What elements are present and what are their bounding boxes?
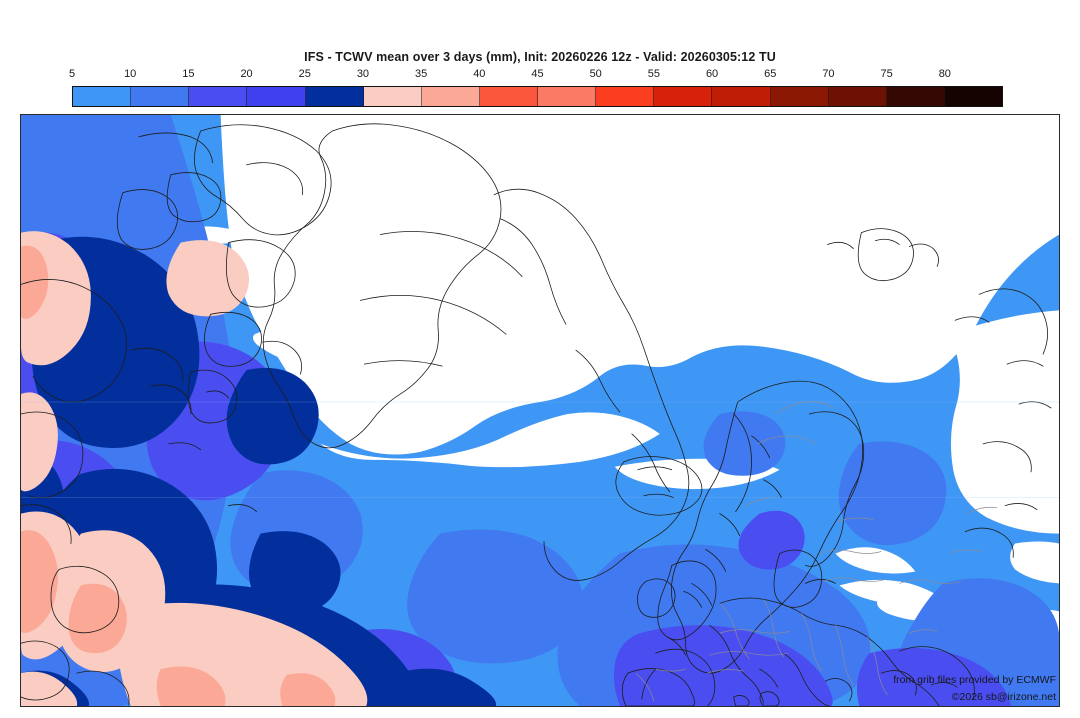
colorbar-tick-30: 30 (356, 68, 370, 80)
credit-copyright: ©2026 sb@irizone.net (951, 691, 1056, 703)
colorbar-tick-25: 25 (298, 68, 311, 80)
coastline-layer (21, 123, 1052, 706)
colorbar-segment-10 (131, 87, 190, 106)
colorbar-tick-20: 20 (240, 68, 253, 80)
colorbar-tick-60: 60 (705, 68, 719, 80)
colorbar-tick-35: 35 (415, 68, 428, 80)
colorbar-tick-80: 80 (938, 68, 951, 80)
colorbar-segment-50 (596, 87, 655, 106)
field-band-35-40 (21, 245, 336, 706)
colorbar-segment-60 (712, 87, 771, 106)
colorbar-tick-75: 75 (880, 68, 893, 80)
colorbar-segment-40 (479, 87, 538, 106)
credit-source: from grib files provided by ECMWF (893, 674, 1056, 686)
colorbar-segment-45 (538, 87, 597, 106)
map-canvas[interactable] (20, 114, 1060, 707)
colorbar-segment-35 (421, 87, 480, 106)
page-title: IFS - TCWV mean over 3 days (mm), Init: … (304, 50, 776, 64)
colorbar-segment-65 (770, 87, 829, 106)
colorbar-tick-15: 15 (182, 68, 195, 80)
colorbar-tick-40: 40 (473, 68, 486, 80)
colorbar-segment-30 (363, 87, 422, 106)
colorbar-segment-80 (944, 87, 1002, 106)
map-svg (21, 115, 1059, 706)
colorbar-tick-5: 5 (68, 68, 76, 80)
colorbar-tick-65: 65 (764, 68, 777, 80)
colorbar-tick-50: 50 (589, 68, 602, 80)
colorbar-tick-labels: 5 10 15 20 25 30 35 40 45 50 55 60 65 70 75 80 (68, 68, 1003, 84)
colorbar (72, 86, 1003, 107)
colorbar-tick-10: 10 (124, 68, 137, 80)
colorbar-segment-55 (654, 87, 713, 106)
colorbar-segment-25 (305, 87, 364, 106)
colorbar-segments (72, 86, 1003, 107)
colorbar-segment-5 (73, 87, 132, 106)
colorbar-segment-15 (189, 87, 248, 106)
colorbar-segment-75 (886, 87, 945, 106)
tcwv-field-layer (21, 115, 1059, 706)
graticule-layer (21, 401, 1059, 498)
colorbar-tick-45: 45 (531, 68, 544, 80)
colorbar-tick-55: 55 (647, 68, 660, 80)
colorbar-segment-20 (247, 87, 306, 106)
colorbar-segment-70 (828, 87, 887, 106)
colorbar-tick-70: 70 (822, 68, 835, 80)
